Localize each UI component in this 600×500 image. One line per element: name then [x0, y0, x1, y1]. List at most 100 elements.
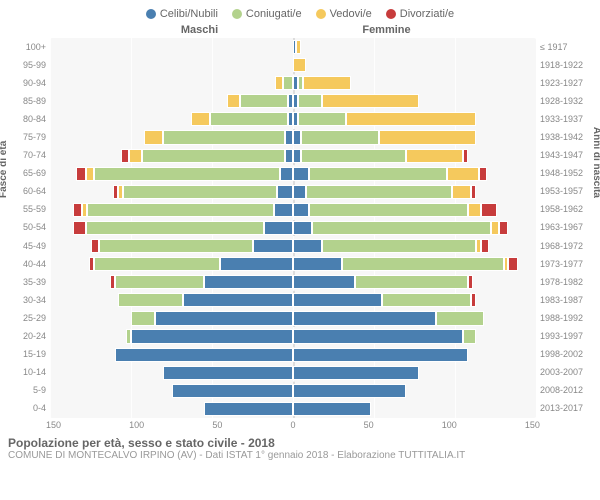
bar-segment: [346, 112, 476, 126]
x-tick: 100: [442, 420, 457, 430]
header-maschi: Maschi: [106, 24, 293, 36]
birth-year-label: 1953-1957: [540, 183, 596, 201]
bar-segment: [293, 384, 406, 398]
birth-year-label: ≤ 1917: [540, 38, 596, 56]
bar-segment: [131, 311, 155, 325]
bar-segment: [293, 366, 419, 380]
bar-segment: [293, 275, 355, 289]
legend-label: Coniugati/e: [246, 8, 302, 20]
female-half: [293, 76, 536, 90]
age-label: 70-74: [4, 147, 46, 165]
age-label: 50-54: [4, 219, 46, 237]
bar-segment: [481, 239, 489, 253]
bar-segment: [301, 130, 379, 144]
female-half: [293, 257, 536, 271]
pyramid-row: [50, 128, 536, 146]
plot: [50, 38, 536, 418]
legend-item: Coniugati/e: [232, 8, 302, 20]
male-half: [50, 384, 293, 398]
pyramid-row: [50, 291, 536, 309]
age-label: 40-44: [4, 255, 46, 273]
legend-label: Celibi/Nubili: [160, 8, 218, 20]
bar-segment: [87, 203, 273, 217]
female-half: [293, 58, 536, 72]
female-half: [293, 94, 536, 108]
bar-segment: [481, 203, 497, 217]
pyramid-row: [50, 400, 536, 418]
bar-segment: [115, 348, 293, 362]
female-half: [293, 203, 536, 217]
bar-segment: [468, 275, 473, 289]
legend-dot-icon: [146, 9, 156, 19]
x-ticks: 15010050050100150: [46, 420, 540, 430]
pyramid-row: [50, 346, 536, 364]
bar-segment: [275, 76, 283, 90]
bar-segment: [309, 203, 468, 217]
chart-subtitle: COMUNE DI MONTECALVO IRPINO (AV) - Dati …: [0, 450, 600, 465]
bar-segment: [479, 167, 487, 181]
bar-segment: [322, 239, 476, 253]
bar-segment: [240, 94, 289, 108]
age-label: 85-89: [4, 92, 46, 110]
pyramid-row: [50, 364, 536, 382]
legend: Celibi/Nubili Coniugati/e Vedovi/e Divorzia…: [0, 0, 600, 24]
legend-label: Divorziati/e: [400, 8, 454, 20]
birth-year-label: 1928-1932: [540, 92, 596, 110]
bar-segment: [355, 275, 468, 289]
bar-segment: [144, 130, 163, 144]
bar-segment: [131, 329, 293, 343]
birth-year-label: 1968-1972: [540, 237, 596, 255]
bar-segment: [163, 366, 293, 380]
pyramid-row: [50, 147, 536, 165]
gender-headers: Maschi Femmine: [0, 24, 600, 38]
birth-year-label: 2008-2012: [540, 382, 596, 400]
bar-segment: [379, 130, 476, 144]
bar-segment: [293, 185, 306, 199]
bar-segment: [471, 293, 476, 307]
female-half: [293, 40, 536, 54]
age-label: 15-19: [4, 346, 46, 364]
legend-item: Vedovi/e: [316, 8, 372, 20]
bar-segment: [210, 112, 288, 126]
birth-year-label: 1973-1977: [540, 255, 596, 273]
bar-segment: [452, 185, 471, 199]
bar-segment: [463, 329, 476, 343]
female-half: [293, 275, 536, 289]
age-label: 95-99: [4, 56, 46, 74]
male-half: [50, 293, 293, 307]
bar-segment: [306, 185, 452, 199]
bar-rows: [50, 38, 536, 418]
age-label: 55-59: [4, 201, 46, 219]
bar-segment: [382, 293, 471, 307]
male-half: [50, 76, 293, 90]
legend-label: Vedovi/e: [330, 8, 372, 20]
age-label: 20-24: [4, 328, 46, 346]
bar-segment: [280, 167, 293, 181]
bar-segment: [115, 275, 204, 289]
female-half: [293, 167, 536, 181]
female-half: [293, 348, 536, 362]
pyramid-row: [50, 74, 536, 92]
bar-segment: [298, 112, 347, 126]
bar-segment: [296, 40, 301, 54]
pyramid-row: [50, 165, 536, 183]
age-label: 5-9: [4, 382, 46, 400]
bar-segment: [183, 293, 293, 307]
pyramid-row: [50, 237, 536, 255]
chart-area: Fasce di età 100+95-9990-9485-8980-8475-…: [0, 38, 600, 418]
bar-segment: [436, 311, 485, 325]
birth-year-label: 1998-2002: [540, 346, 596, 364]
x-axis: 15010050050100150: [0, 418, 600, 430]
pyramid-row: [50, 382, 536, 400]
female-half: [293, 239, 536, 253]
bar-segment: [277, 185, 293, 199]
y-axis-label-left: Fasce di età: [0, 141, 9, 198]
pyramid-row: [50, 309, 536, 327]
bar-segment: [94, 257, 220, 271]
bar-segment: [293, 130, 301, 144]
female-half: [293, 112, 536, 126]
bar-segment: [491, 221, 499, 235]
male-half: [50, 257, 293, 271]
bar-segment: [86, 167, 94, 181]
male-half: [50, 311, 293, 325]
